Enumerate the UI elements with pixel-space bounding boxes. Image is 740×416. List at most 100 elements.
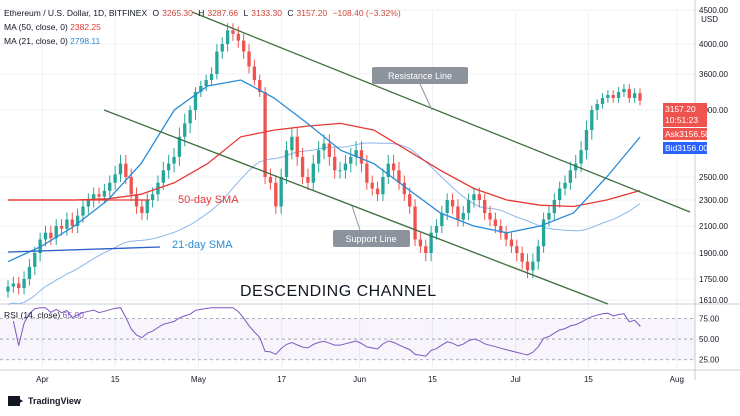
candle [434, 219, 439, 240]
open-label: O [152, 8, 160, 18]
candle [316, 141, 321, 173]
candle [440, 205, 444, 234]
header-ohlc: Ethereum / U.S. Dollar, 1D, BITFINEX O 32… [4, 8, 404, 18]
candle [563, 175, 567, 196]
candle-body [220, 44, 224, 52]
candle-body [188, 110, 192, 124]
tradingview-logo-icon [8, 396, 23, 406]
candle-body [472, 194, 476, 200]
candle-body [402, 182, 406, 195]
candle-body [440, 213, 444, 226]
chart-grid [0, 0, 740, 380]
candle-body [306, 177, 310, 183]
candle-body [290, 136, 294, 151]
candle-body [445, 200, 449, 213]
candle-body [316, 150, 321, 164]
candle-body [6, 286, 10, 292]
candle-body [242, 40, 246, 52]
candle [349, 148, 353, 173]
candle-body [590, 110, 594, 131]
low-label: L [243, 8, 249, 18]
candle-body [70, 219, 74, 226]
candle-body [638, 93, 642, 101]
annotations: Resistance Line Support Line 50-day SMA 21-… [172, 67, 468, 300]
candle-body [365, 163, 369, 183]
last-price: 3157.20 [665, 104, 696, 114]
candle [429, 225, 433, 262]
channel-annotation: DESCENDING CHANNEL [240, 283, 437, 300]
candle [75, 208, 80, 234]
candle [504, 225, 508, 247]
candle [333, 148, 337, 179]
rsi-legend[interactable]: RSI (14, close) 65.00 [4, 310, 84, 320]
candle [418, 232, 423, 253]
rsi-panel: 75.00 50.00 25.00 [0, 307, 720, 365]
candle-body [22, 279, 26, 288]
candle-body [632, 93, 637, 98]
candle-body [493, 219, 498, 226]
rsi-tick-label: 25.00 [699, 356, 720, 365]
candle [193, 87, 198, 121]
tradingview-brand[interactable]: TradingView [8, 396, 81, 406]
candle [27, 258, 32, 286]
candle-body [118, 163, 123, 175]
x-tick-label: Aug [670, 375, 684, 384]
candle [590, 105, 594, 140]
candle-body [311, 163, 315, 183]
candle [225, 23, 230, 52]
close-value: 3157.20 [296, 8, 328, 18]
ma21-legend[interactable]: MA (21, close, 0) 2798.11 [4, 36, 100, 46]
y-tick-label: 3600.00 [699, 70, 728, 79]
candle-body [408, 194, 412, 207]
candle [6, 280, 10, 298]
ma50-legend[interactable]: MA (50, close, 0) 2382.25 [4, 22, 101, 32]
y-tick-label: 1900.00 [699, 249, 728, 258]
last-price-tag: 3157.20 10:51:23 [663, 103, 707, 127]
candle [145, 193, 149, 221]
candle-body [552, 200, 556, 213]
candle-body [167, 163, 171, 171]
candle-body [215, 51, 219, 74]
candle-body [595, 104, 599, 110]
ma50-value: 2382.25 [70, 22, 101, 32]
candle [632, 88, 637, 103]
sma50-annotation: 50-day SMA [178, 194, 239, 206]
candle [525, 253, 530, 279]
candle-body [461, 213, 465, 220]
brand-name: TradingView [28, 396, 81, 406]
candle [54, 219, 58, 245]
currency-label: USD [701, 15, 718, 24]
candle [627, 83, 631, 103]
candle-body [359, 150, 364, 164]
candle-body [145, 200, 149, 213]
candle-body [509, 239, 514, 247]
resistance-label: Resistance Line [388, 71, 452, 81]
candle-body [86, 200, 90, 207]
candle-body [258, 80, 262, 92]
candle-body [81, 206, 85, 216]
candle [408, 187, 412, 214]
rsi-tick-label: 50.00 [699, 335, 720, 344]
candle [616, 87, 621, 103]
candle-body [279, 177, 283, 207]
y-tick-label: 2100.00 [699, 222, 728, 231]
candle-body [504, 232, 508, 240]
candle [242, 33, 246, 59]
candle [268, 168, 273, 190]
candle-body [418, 239, 423, 247]
candle [199, 80, 203, 97]
candle-body [183, 123, 187, 137]
candle-body [574, 163, 578, 171]
candle-body [17, 283, 21, 288]
candle [402, 175, 406, 202]
candle-body [606, 95, 610, 98]
candle [322, 134, 326, 160]
candle [231, 23, 235, 41]
candle-body [204, 80, 208, 86]
candle-body [391, 163, 396, 171]
candle [65, 212, 69, 236]
candle [424, 239, 428, 262]
candle [509, 232, 514, 253]
candle [375, 181, 380, 202]
